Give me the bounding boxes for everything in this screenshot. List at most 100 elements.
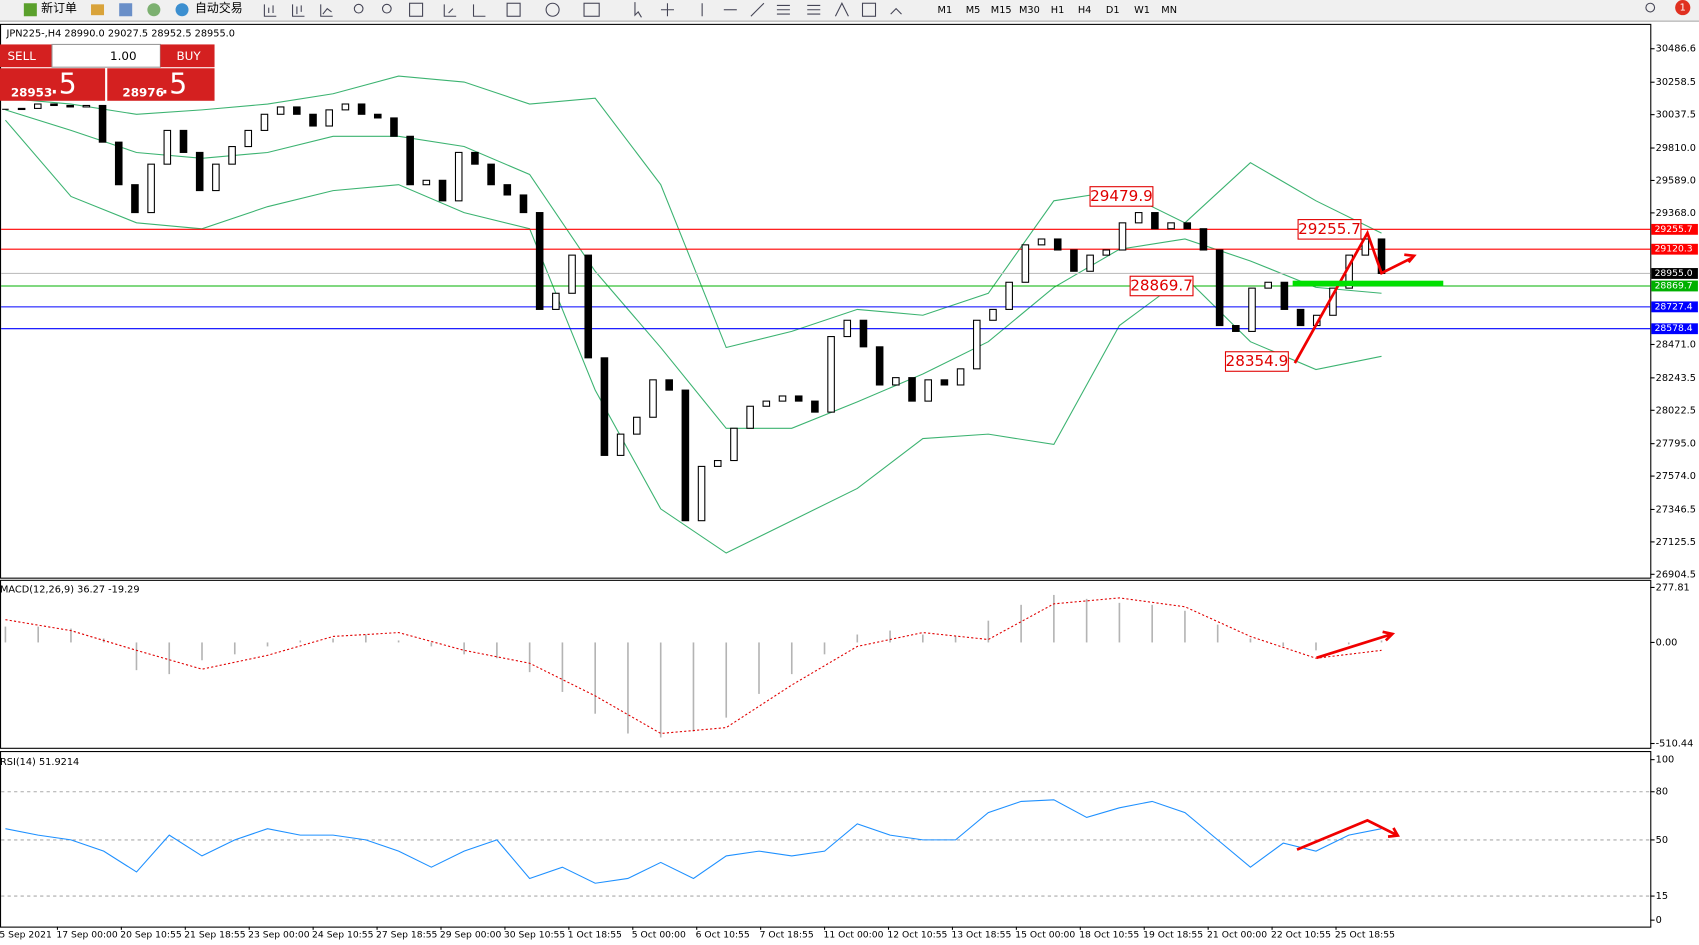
new-order-icon[interactable] <box>23 3 37 17</box>
buy-label: BUY <box>176 49 201 63</box>
y-tick-label: 100 <box>1656 755 1675 766</box>
x-tick-label: 22 Oct 10:55 <box>1271 930 1331 941</box>
candle <box>195 151 204 192</box>
candle <box>762 400 771 407</box>
candle <box>1151 212 1159 230</box>
toolbar-icon[interactable] <box>91 4 105 16</box>
timeframe-button[interactable]: M15 <box>991 5 1012 16</box>
timeframes: M1 M5 M15 M30 H1 H4 D1 W1 MN <box>938 5 1177 16</box>
auto-trading-button[interactable]: 自动交易 <box>195 1 243 15</box>
candle <box>341 103 350 111</box>
templates[interactable] <box>583 2 600 17</box>
candle <box>697 465 706 522</box>
sell-label: SELL <box>7 49 36 63</box>
candle <box>390 117 398 137</box>
bar-chart-tool[interactable] <box>263 4 277 17</box>
candle-tool[interactable] <box>292 4 305 17</box>
candle <box>98 104 107 143</box>
volume: 1.00 <box>110 49 137 63</box>
candle <box>843 319 852 338</box>
timeframe-button[interactable]: D1 <box>1106 5 1120 16</box>
timeframe-button[interactable]: MN <box>1161 5 1177 16</box>
candle <box>584 254 593 359</box>
x-tick-label: 12 Oct 10:55 <box>887 930 947 941</box>
candle <box>1183 222 1192 230</box>
toolbar-icon[interactable] <box>119 3 133 17</box>
y-tick-label: 80 <box>1656 787 1668 798</box>
candle <box>422 179 431 186</box>
sell-button[interactable] <box>0 44 53 68</box>
candle <box>293 106 301 115</box>
price-annotation-box <box>1297 219 1362 240</box>
scroll-tool[interactable] <box>443 4 457 17</box>
new-order-button[interactable]: 新订单 <box>41 1 77 15</box>
indicators[interactable] <box>506 2 521 17</box>
volume-box[interactable] <box>51 43 161 68</box>
candle <box>778 395 787 402</box>
toolbar-icon[interactable] <box>147 3 161 17</box>
buy-button[interactable] <box>160 44 215 68</box>
x-tick-label: 15 Sep 2021 <box>0 930 52 941</box>
timeframe-button[interactable]: M5 <box>966 5 981 16</box>
chart-header: JPN225-,H4 28990.0 29027.5 28952.5 28955… <box>6 29 235 40</box>
candle <box>212 163 220 192</box>
timeframe-button[interactable]: M30 <box>1019 5 1040 16</box>
candle <box>471 151 479 165</box>
timeframe-button[interactable]: W1 <box>1134 5 1150 16</box>
search[interactable] <box>1645 2 1656 13</box>
candle <box>114 141 123 186</box>
y-tick-label: 28243.5 <box>1656 373 1696 384</box>
bid-box[interactable] <box>0 68 106 101</box>
y-tick-label: 29589.0 <box>1656 175 1696 186</box>
candle <box>713 459 722 467</box>
price-arrow <box>1293 229 1413 364</box>
candle <box>17 107 26 111</box>
price-annotation: 29479.9 <box>1090 187 1153 205</box>
candle <box>1021 244 1030 283</box>
timeframe-button[interactable]: H1 <box>1051 5 1065 16</box>
text-tool[interactable] <box>834 2 849 17</box>
fibo-tool[interactable] <box>807 4 821 15</box>
candle <box>649 379 657 418</box>
candle <box>746 405 754 429</box>
candle <box>519 194 528 214</box>
zoom-in[interactable] <box>353 3 364 14</box>
candle <box>454 151 463 202</box>
candle <box>1280 281 1289 310</box>
timeframe-button[interactable]: M1 <box>938 5 953 16</box>
y-tick-label: 29810.0 <box>1656 143 1696 154</box>
x-tick-label: 15 Oct 00:00 <box>1015 930 1075 941</box>
candle <box>1086 254 1094 272</box>
timeframe-button[interactable]: H4 <box>1078 5 1092 16</box>
zoom-out[interactable] <box>381 3 392 14</box>
arrows-tool[interactable] <box>890 7 902 15</box>
periods[interactable] <box>545 2 560 17</box>
cursor-tool[interactable] <box>634 2 642 18</box>
trade-panel: SELL 1.00 BUY 28953 .5 28976 .5 <box>0 43 215 101</box>
candle <box>82 104 91 108</box>
notification-badge[interactable] <box>1675 0 1691 16</box>
line-chart-tool[interactable] <box>320 4 333 17</box>
price-annotation: 28354.9 <box>1226 352 1289 370</box>
macd-arrow <box>1316 630 1396 660</box>
candle <box>34 103 42 109</box>
candle <box>1070 249 1078 272</box>
y-tick-label: 30037.5 <box>1656 110 1696 121</box>
toolbar-tools <box>263 2 1656 18</box>
candle <box>1296 308 1305 327</box>
autoscroll-tool[interactable] <box>472 4 486 17</box>
crosshair-tool[interactable] <box>660 3 674 17</box>
macd-panel <box>0 579 1652 749</box>
ask-box[interactable] <box>107 68 215 101</box>
trendline-tool[interactable] <box>750 2 765 17</box>
channel-tool[interactable] <box>776 4 790 15</box>
y-tick-label: 277.81 <box>1656 582 1690 593</box>
tile-windows[interactable] <box>409 2 424 17</box>
y-tick-label: 27795.0 <box>1656 439 1696 450</box>
label-tool[interactable] <box>861 2 877 17</box>
x-tick-label: 17 Sep 00:00 <box>56 930 118 941</box>
y-tick-label: 26904.5 <box>1656 569 1696 580</box>
auto-trading-icon[interactable] <box>175 3 189 17</box>
candle <box>568 254 576 294</box>
